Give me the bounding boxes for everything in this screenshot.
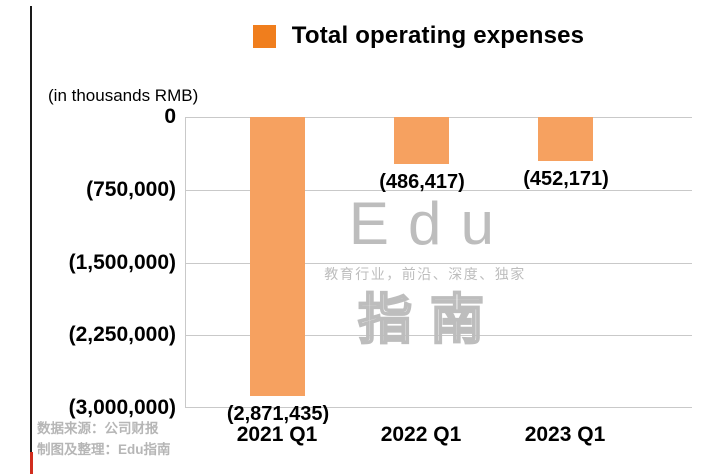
x-category-label: 2022 Q1 (380, 423, 462, 446)
bar-2021-q1 (250, 117, 305, 396)
source-credit: 数据来源：公司财报 制图及整理：Edu指南 (37, 418, 171, 460)
y-axis-labels: 0 (750,000) (1,500,000) (2,250,000) (3,0… (28, 105, 176, 419)
gridline (186, 407, 692, 408)
x-category-label: 2021 Q1 (236, 423, 318, 446)
legend: Total operating expenses (165, 22, 672, 50)
legend-label: Total operating expenses (291, 22, 585, 49)
y-tick-label: (2,250,000) (68, 323, 176, 347)
x-category-label: 2023 Q1 (524, 423, 606, 446)
plot-area: (2,871,435) (486,417) (452,171) (185, 117, 692, 425)
legend-swatch (252, 24, 276, 48)
y-tick-label: 0 (164, 105, 176, 128)
red-accent-mark (30, 452, 33, 474)
bar-2023-q1 (538, 117, 593, 161)
source-line-data: 数据来源：公司财报 (37, 421, 159, 436)
axis-unit-note: (in thousands RMB) (48, 86, 199, 105)
gridline (186, 262, 692, 264)
gridline (186, 335, 692, 337)
y-tick-label: (750,000) (86, 177, 176, 201)
bar-value-label: (452,171) (523, 167, 609, 190)
source-line-author: 制图及整理：Edu指南 (37, 442, 171, 457)
bar-value-label: (486,417) (379, 171, 465, 194)
gridline (186, 189, 692, 191)
left-border-line (30, 6, 32, 452)
y-tick-label: (3,000,000) (68, 396, 176, 419)
y-tick-label: (1,500,000) (68, 250, 176, 274)
x-axis-labels: 2021 Q1 2022 Q1 2023 Q1 (0, 423, 716, 451)
bar-2022-q1 (394, 117, 449, 165)
bar-value-label: (2,871,435) (226, 402, 330, 425)
